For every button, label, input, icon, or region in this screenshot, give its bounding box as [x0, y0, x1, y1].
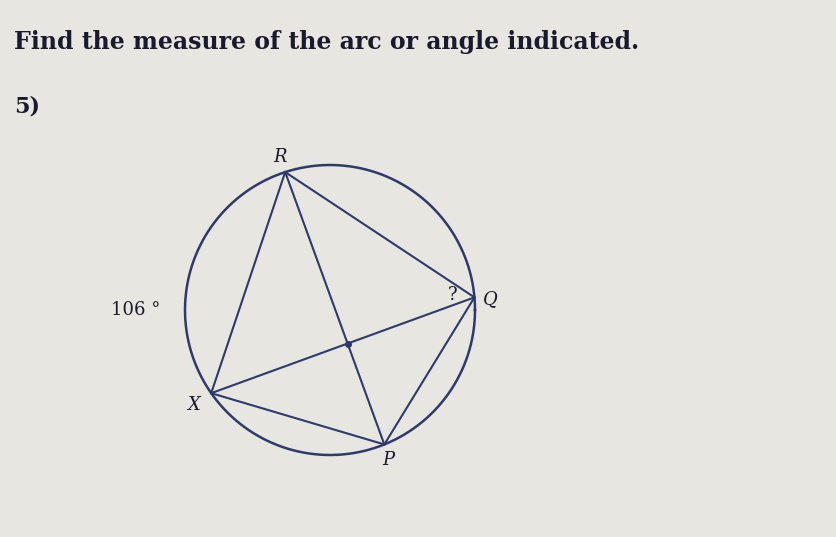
Text: Q: Q — [483, 291, 497, 308]
Text: Find the measure of the arc or angle indicated.: Find the measure of the arc or angle ind… — [14, 30, 640, 54]
Text: 106 °: 106 ° — [110, 301, 160, 319]
Text: ?: ? — [447, 286, 457, 304]
Text: 5): 5) — [14, 95, 40, 117]
Text: R: R — [273, 148, 287, 166]
Text: P: P — [382, 452, 395, 469]
Text: X: X — [186, 396, 200, 414]
